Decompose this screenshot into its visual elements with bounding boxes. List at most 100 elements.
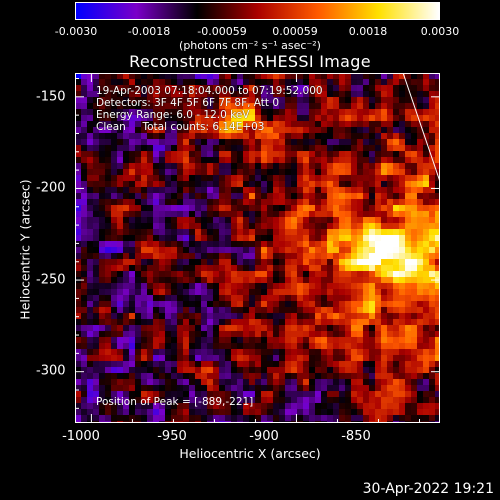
heatmap-cell [189,103,196,110]
heatmap-cell [201,385,208,392]
heatmap-cell [375,277,382,284]
heatmap-cell [429,193,436,200]
heatmap-cell [267,331,274,338]
heatmap-cell [237,361,244,368]
heatmap-cell [309,169,316,176]
heatmap-cell [141,319,148,326]
heatmap-cell [81,127,88,134]
heatmap-cell [255,289,262,296]
heatmap-cell [177,121,184,128]
heatmap-cell [189,157,196,164]
heatmap-cell [399,229,406,236]
heatmap-cell [303,307,310,314]
heatmap-cell [75,109,82,116]
heatmap-cell [333,121,340,128]
heatmap-cell [111,145,118,152]
heatmap-cell [99,223,106,230]
heatmap-cell [141,175,148,182]
heatmap-cell [99,253,106,260]
heatmap-cell [207,259,214,266]
heatmap-cell [417,157,424,164]
heatmap-cell [159,415,166,422]
heatmap-cell [249,205,256,212]
heatmap-cell [291,289,298,296]
heatmap-cell [261,229,268,236]
heatmap-cell [255,385,262,392]
heatmap-cell [369,409,376,416]
heatmap-cell [93,361,100,368]
heatmap-cell [81,163,88,170]
heatmap-cell [105,97,112,104]
heatmap-cell [153,109,160,116]
heatmap-cell [201,235,208,242]
heatmap-cell [333,139,340,146]
heatmap-cell [177,205,184,212]
heatmap-cell [435,211,440,218]
heatmap-cell [219,175,226,182]
heatmap-cell [207,103,214,110]
heatmap-cell [117,217,124,224]
heatmap-cell [327,235,334,242]
heatmap-cell [255,145,262,152]
heatmap-cell [159,73,166,80]
info-energy-range: Energy Range: 6.0 - 12.0 keV [96,109,250,121]
heatmap-cell [297,91,304,98]
heatmap-cell [117,265,124,272]
heatmap-cell [111,157,118,164]
heatmap-cell [297,349,304,356]
heatmap-cell [129,289,136,296]
heatmap-cell [213,385,220,392]
heatmap-cell [123,121,130,128]
heatmap-cell [429,271,436,278]
heatmap-cell [405,307,412,314]
heatmap-cell [177,79,184,86]
heatmap-cell [291,271,298,278]
heatmap-cell [387,133,394,140]
heatmap-cell [189,361,196,368]
heatmap-cell [237,301,244,308]
heatmap-cell [411,175,418,182]
heatmap-cell [117,193,124,200]
heatmap-cell [171,217,178,224]
heatmap-cell [171,397,178,404]
heatmap-cell [207,295,214,302]
heatmap-cell [315,409,322,416]
heatmap-cell [273,313,280,320]
heatmap-cell [375,391,382,398]
heatmap-cell [423,145,430,152]
heatmap-cell [105,133,112,140]
heatmap-cell [189,331,196,338]
heatmap-cell [105,247,112,254]
heatmap-cell [123,253,130,260]
heatmap-cell [309,181,316,188]
heatmap-cell [177,313,184,320]
heatmap-cell [249,415,256,422]
heatmap-cell [87,187,94,194]
heatmap-cell [267,217,274,224]
heatmap-cell [111,217,118,224]
heatmap-cell [399,187,406,194]
heatmap-cell [381,73,388,80]
heatmap-cell [237,241,244,248]
heatmap-cell [75,91,82,98]
heatmap-cell [321,115,328,122]
heatmap-cell [255,211,262,218]
heatmap-cell [81,211,88,218]
heatmap-cell [225,211,232,218]
heatmap-cell [333,409,340,416]
heatmap-cell [405,169,412,176]
heatmap-cell [303,163,310,170]
heatmap-cell [165,289,172,296]
heatmap-cell [393,91,400,98]
heatmap-cell [399,289,406,296]
heatmap-cell [93,343,100,350]
heatmap-cell [405,349,412,356]
heatmap-cell [333,73,340,80]
heatmap-cell [123,241,130,248]
heatmap-cell [189,169,196,176]
heatmap-cell [369,73,376,80]
heatmap-cell [171,343,178,350]
heatmap-cell [141,133,148,140]
heatmap-cell [297,373,304,380]
heatmap-cell [429,235,436,242]
